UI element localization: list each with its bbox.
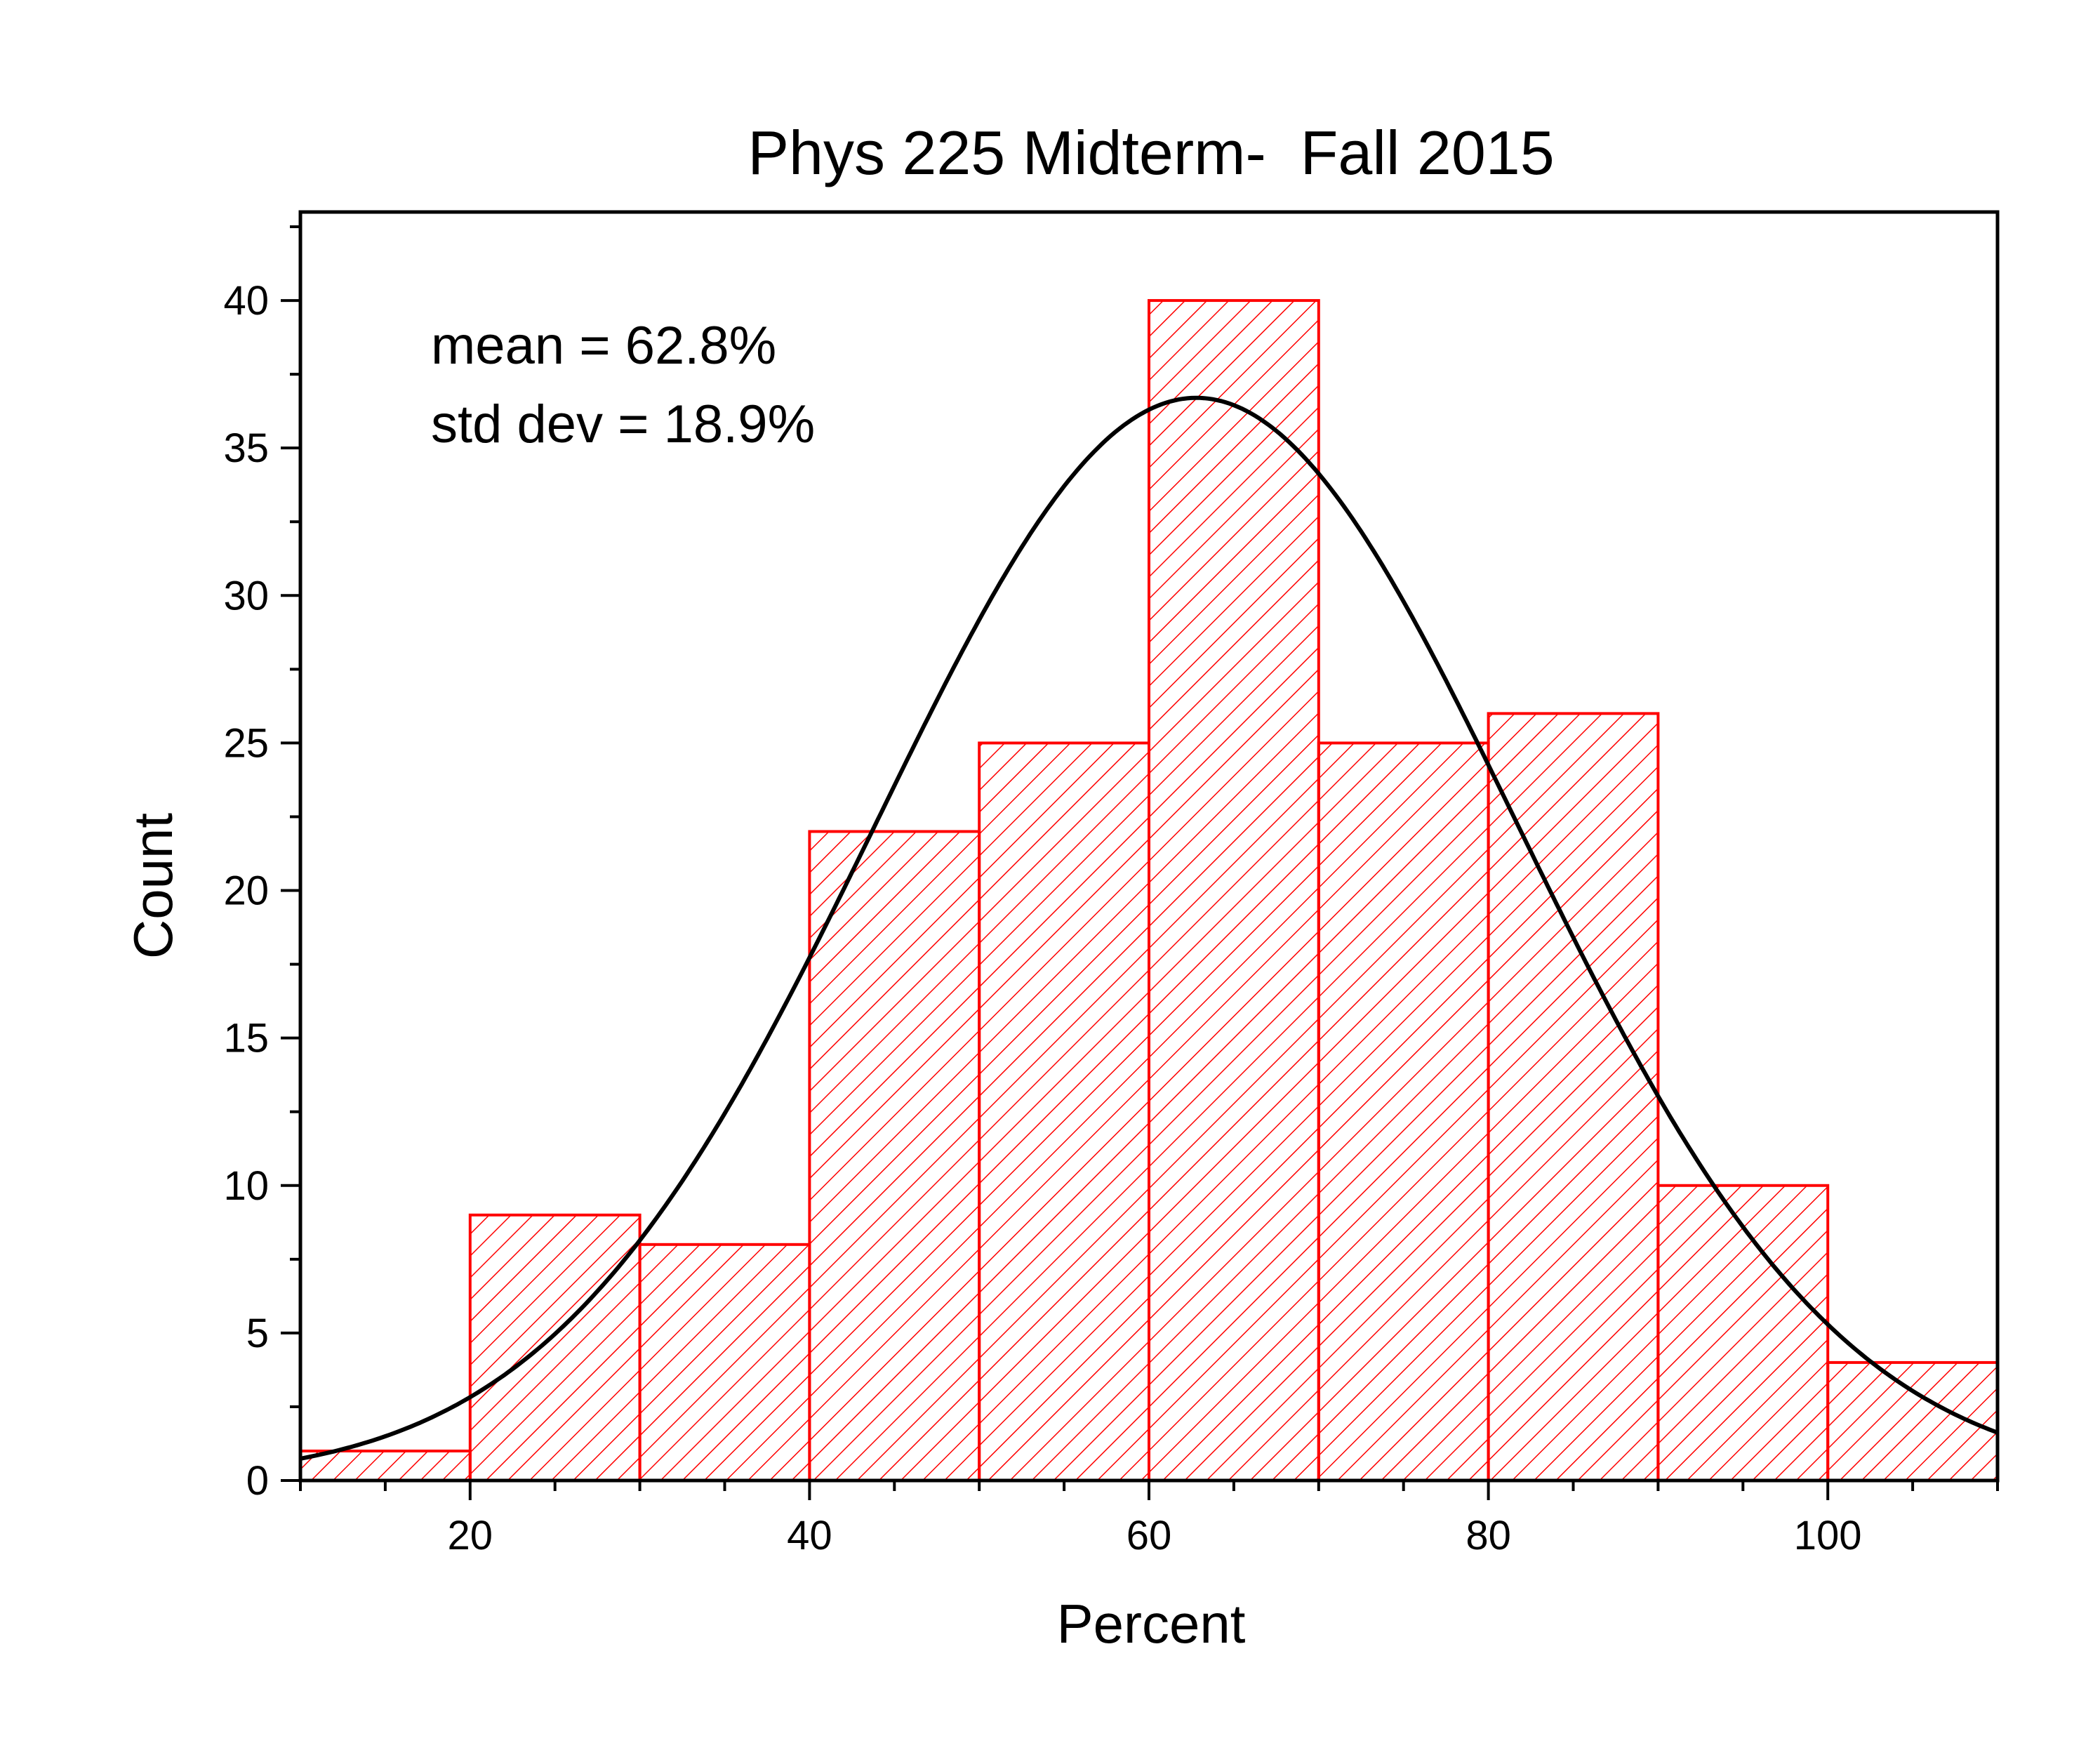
normal-fit-curve-group xyxy=(300,395,1998,1461)
x-tick-label-80: 80 xyxy=(1466,1513,1511,1558)
histogram-bar-80-90 xyxy=(1487,712,1660,1482)
y-axis-ticks: 0 5 10 15 20 25 30 35 40 xyxy=(223,225,300,1504)
y-tick-label-35: 35 xyxy=(223,425,269,471)
normal-fit-curve xyxy=(300,395,1998,1461)
histogram-bar-30-40 xyxy=(638,1243,811,1482)
chart-title: Phys 225 Midterm- Fall 2015 xyxy=(747,118,1554,187)
y-tick-label-5: 5 xyxy=(246,1311,269,1356)
histogram-bar-60-70 xyxy=(1148,299,1320,1482)
histogram-bar-20-30 xyxy=(468,1213,642,1482)
x-axis-label: Percent xyxy=(1057,1593,1246,1655)
y-tick-label-20: 20 xyxy=(223,868,269,914)
x-tick-label-40: 40 xyxy=(787,1513,832,1558)
histogram-bar-40-50 xyxy=(808,830,981,1483)
histogram-bar-50-60 xyxy=(978,741,1150,1482)
x-tick-label-100: 100 xyxy=(1794,1513,1862,1558)
y-tick-label-15: 15 xyxy=(223,1016,269,1061)
y-tick-label-30: 30 xyxy=(223,573,269,618)
y-tick-label-0: 0 xyxy=(246,1458,269,1504)
histogram-bar-90-100 xyxy=(1656,1184,1830,1482)
x-axis-ticks: 20 40 60 80 100 xyxy=(299,1481,1999,1558)
histogram-bars xyxy=(299,299,1999,1483)
std-dev-annotation: std dev = 18.9% xyxy=(431,395,815,454)
y-tick-label-10: 10 xyxy=(223,1163,269,1209)
x-tick-label-20: 20 xyxy=(448,1513,493,1558)
histogram-bar-70-80 xyxy=(1317,741,1490,1482)
y-tick-label-40: 40 xyxy=(223,278,269,324)
mean-annotation: mean = 62.8% xyxy=(431,316,776,376)
x-tick-label-60: 60 xyxy=(1127,1513,1172,1558)
y-axis-label: Count xyxy=(122,813,184,959)
y-tick-label-25: 25 xyxy=(223,720,269,766)
